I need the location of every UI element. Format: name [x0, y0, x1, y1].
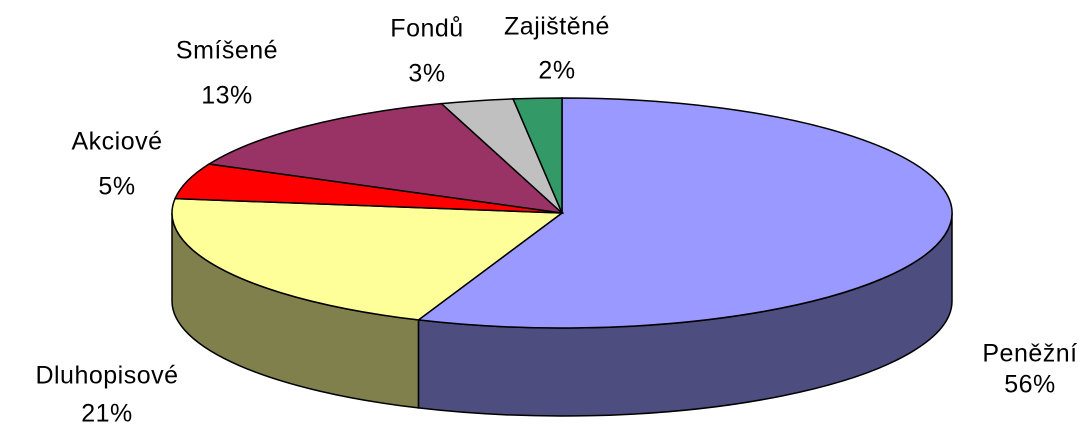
slice [512, 97, 563, 214]
slice-label: Zajištěné [504, 13, 610, 41]
slice-value: 21% [81, 400, 133, 428]
slice [206, 102, 565, 215]
slice-value: 5% [98, 173, 135, 201]
slice [416, 97, 953, 329]
slice-value: 3% [408, 60, 445, 88]
slice-value: 13% [201, 82, 253, 110]
slice-label: Fondů [390, 15, 463, 43]
slice [171, 197, 565, 321]
slice-label: Peněžní [982, 340, 1077, 368]
slice-value: 56% [1004, 371, 1056, 399]
slice-label: Dluhopisové [35, 362, 178, 390]
slice-label: Smíšené [176, 37, 278, 65]
slice-label: Akciové [71, 128, 162, 156]
slice-value: 2% [538, 57, 575, 85]
